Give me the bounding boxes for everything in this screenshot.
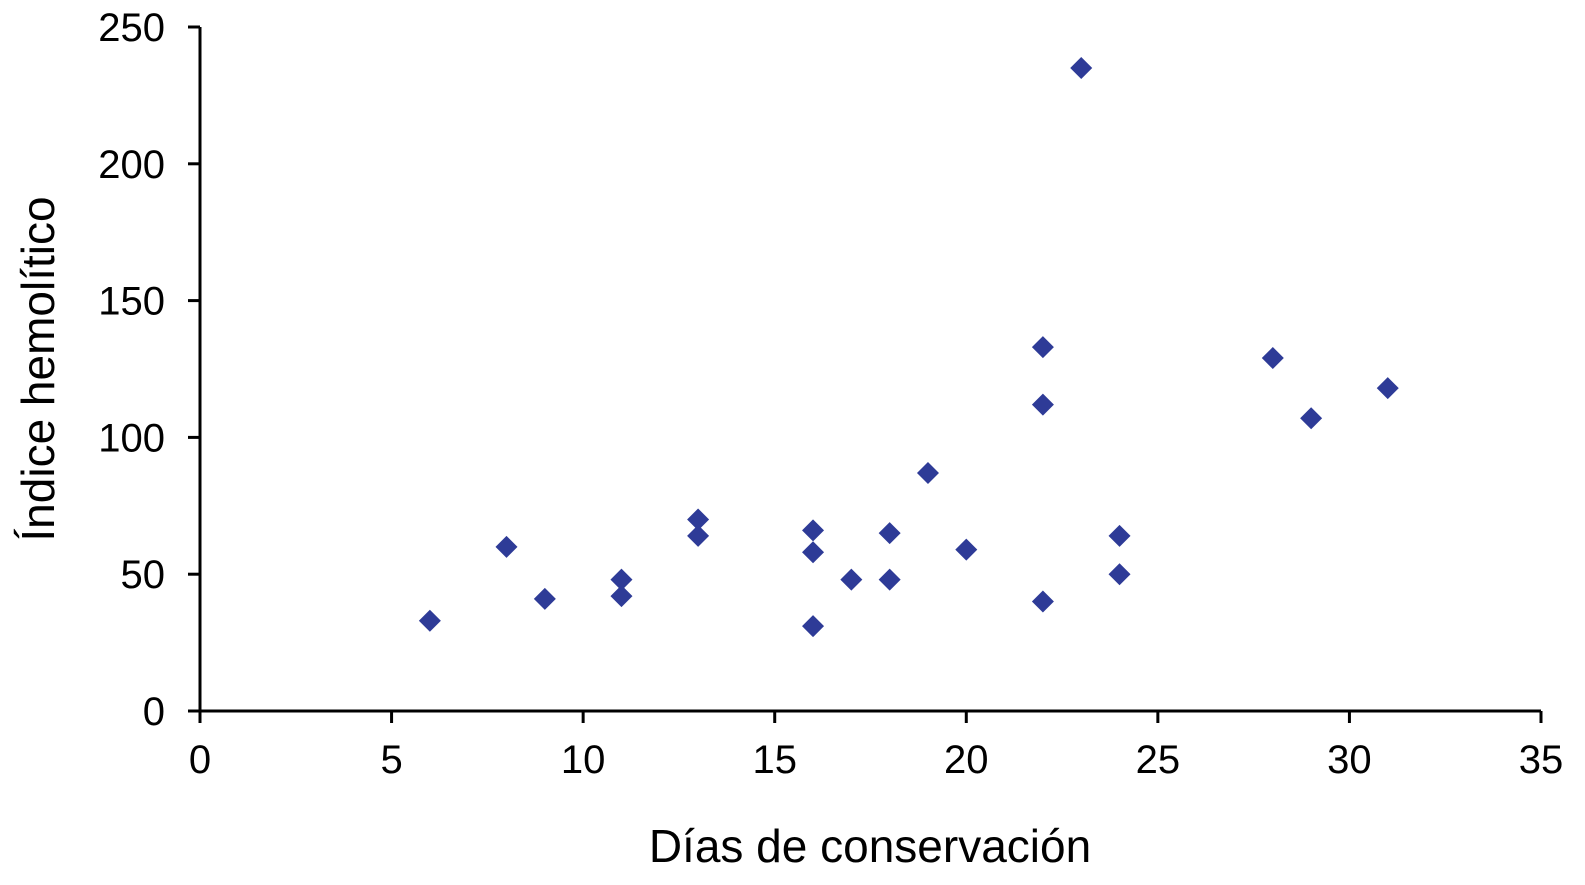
data-points [418,57,1399,638]
x-tick-label: 15 [752,738,797,782]
data-point [916,461,939,484]
y-tick-label: 200 [98,143,165,187]
data-point [610,568,633,591]
y-tick-label: 0 [143,690,165,734]
data-point [802,519,825,542]
data-point [495,535,518,558]
x-tick-label: 5 [380,738,402,782]
x-axis-title: Días de conservación [649,820,1091,872]
y-tick-label: 250 [98,6,165,50]
data-point [1376,377,1399,400]
x-tick-label: 10 [561,738,606,782]
x-tick-label: 25 [1136,738,1181,782]
data-point [1261,347,1284,370]
y-axis-title: Índice hemolítico [12,196,64,541]
data-point [687,508,710,531]
data-point [878,522,901,545]
data-point [1300,407,1323,430]
y-tick-label: 100 [98,416,165,460]
y-tick-label: 150 [98,280,165,324]
data-point [955,538,978,561]
data-point [1031,393,1054,416]
y-tick-label: 50 [121,553,166,597]
data-point [1031,590,1054,613]
axes [198,27,1541,713]
data-point [687,524,710,547]
data-point [802,541,825,564]
x-tick-label: 30 [1327,738,1372,782]
x-tick-label: 0 [189,738,211,782]
x-tick-label: 35 [1519,738,1564,782]
data-point [1031,336,1054,359]
data-point [1070,57,1093,80]
x-tick-label: 20 [944,738,989,782]
data-point [418,609,441,632]
data-point [840,568,863,591]
data-point [1108,563,1131,586]
data-point [533,587,556,610]
data-point [802,615,825,638]
data-point [878,568,901,591]
data-point [610,585,633,608]
x-ticks: 0 5 10 15 20 25 30 35 [189,711,1563,782]
data-point [1108,524,1131,547]
y-ticks: 0 50 100 150 200 250 [98,6,200,734]
